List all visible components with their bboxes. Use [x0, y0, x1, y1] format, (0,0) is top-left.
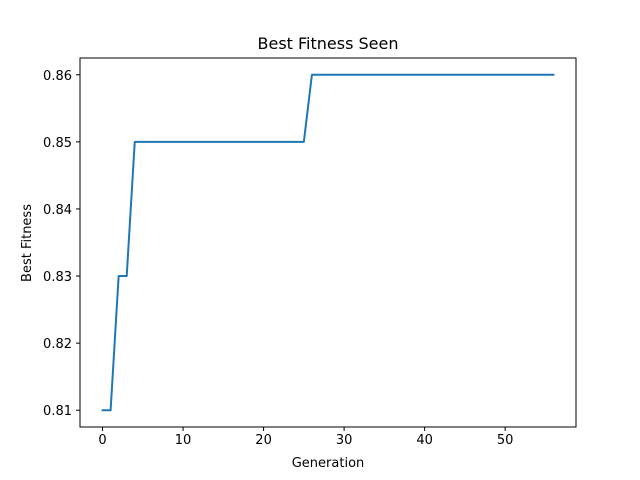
plot-frame: [79, 57, 577, 428]
x-tick-label-40: 40: [416, 433, 433, 448]
plot-area: 0 10 20 30 40 50 0.81 0.82 0.83 0.84 0.85 0.86: [43, 57, 577, 448]
x-tick-label-0: 0: [98, 433, 106, 448]
x-tick-label-30: 30: [336, 433, 353, 448]
y-tick-label-0.81: 0.81: [43, 404, 72, 419]
y-tick-label-0.86: 0.86: [43, 69, 72, 84]
chart-title: Best Fitness Seen: [258, 34, 399, 53]
y-tick-label-0.85: 0.85: [43, 136, 72, 151]
y-axis-label: Best Fitness: [20, 204, 35, 282]
x-axis-label: Generation: [292, 456, 365, 471]
x-tick-label-20: 20: [255, 433, 272, 448]
y-tick-label-0.84: 0.84: [43, 203, 72, 218]
x-tick-label-10: 10: [175, 433, 192, 448]
series-line-0: [101, 73, 555, 412]
x-tick-label-50: 50: [497, 433, 514, 448]
y-tick-label-0.83: 0.83: [43, 270, 72, 285]
y-tick-label-0.82: 0.82: [43, 337, 72, 352]
